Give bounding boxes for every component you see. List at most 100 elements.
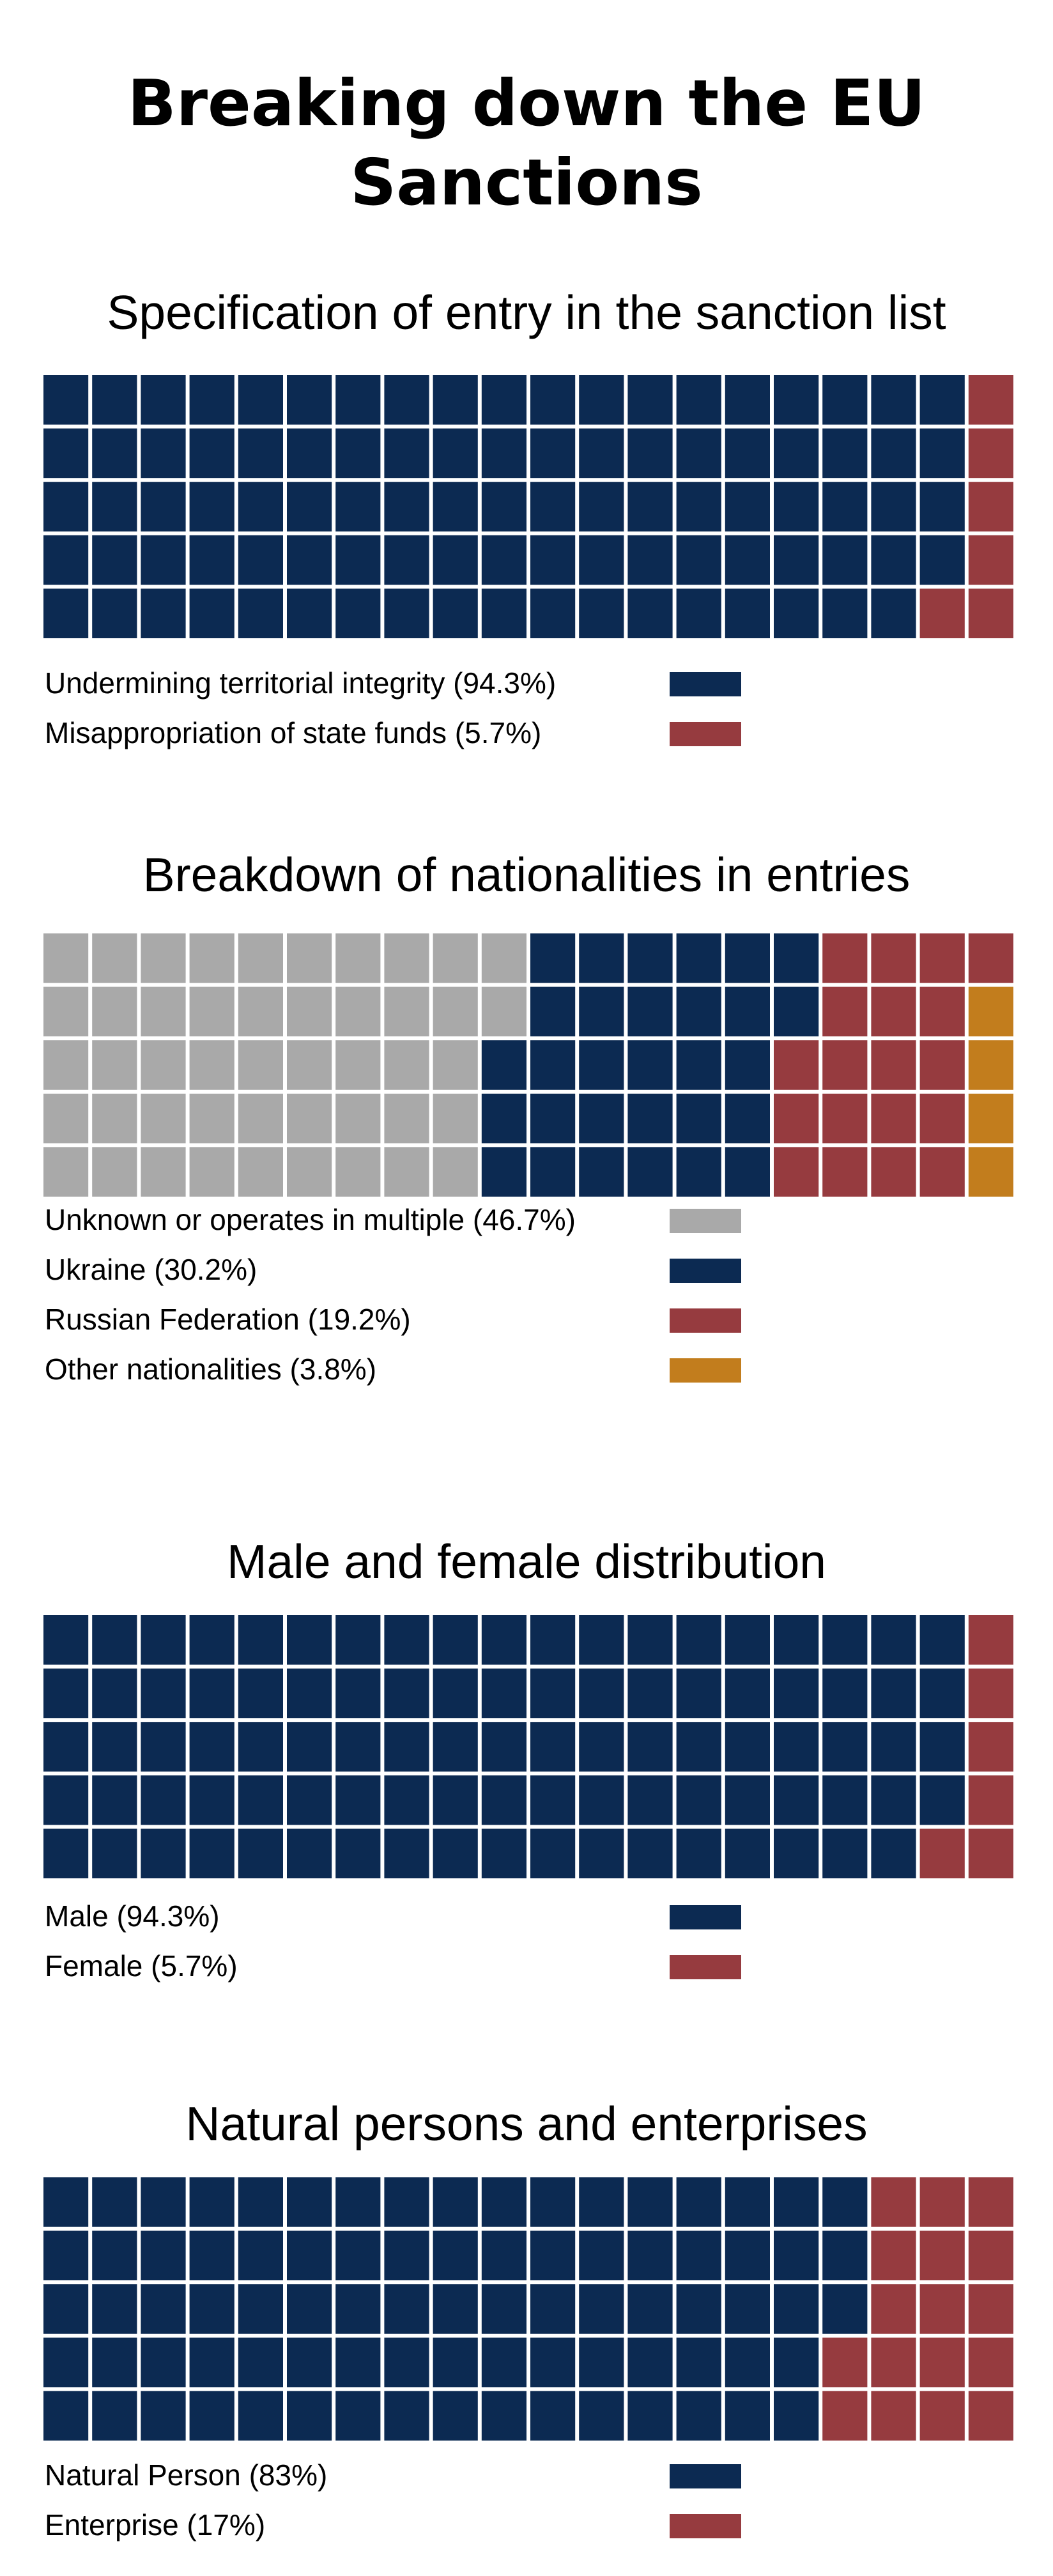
waffle-cell: [968, 2177, 1013, 2227]
waffle-cell: [822, 1093, 868, 1144]
waffle-cell: [822, 2230, 868, 2281]
waffle-cell: [676, 1147, 721, 1197]
waffle-cell: [92, 1775, 137, 1825]
waffle-cell: [579, 2391, 624, 2441]
waffle-cell: [43, 1828, 89, 1878]
waffle-cell: [287, 428, 332, 479]
waffle-cell: [822, 2284, 868, 2334]
waffle-cell: [335, 1040, 381, 1090]
waffle-cell: [676, 535, 721, 585]
waffle-cell: [384, 2230, 429, 2281]
legend-swatch: [670, 1209, 741, 1233]
waffle-cell: [774, 986, 819, 1037]
waffle-cell: [43, 2230, 89, 2281]
legend-label: Misappropriation of state funds (5.7%): [45, 716, 542, 749]
waffle-cell: [871, 1040, 916, 1090]
waffle-cell: [189, 1040, 234, 1090]
waffle-cell: [871, 482, 916, 532]
waffle-cell: [189, 1093, 234, 1144]
waffle-cell: [871, 2337, 916, 2388]
waffle-cell: [384, 1615, 429, 1665]
waffle-cell: [919, 1615, 965, 1665]
waffle-cell: [725, 1040, 770, 1090]
waffle-cell: [481, 588, 526, 638]
waffle-cell: [871, 1668, 916, 1719]
legend-label: Natural Person (83%): [45, 2458, 328, 2492]
waffle-cell: [822, 2337, 868, 2388]
waffle-cell: [335, 1147, 381, 1197]
waffle-cell: [92, 428, 137, 479]
waffle-cell: [579, 1775, 624, 1825]
waffle-cell: [433, 1828, 478, 1878]
legend-label: Ukraine (30.2%): [45, 1253, 257, 1286]
waffle-cell: [676, 1722, 721, 1772]
waffle-cell: [43, 1093, 89, 1144]
waffle-cell: [92, 588, 137, 638]
waffle-cell: [189, 482, 234, 532]
waffle-cell: [579, 1668, 624, 1719]
legend-item: Ukraine (30.2%): [0, 1251, 1053, 1301]
waffle-cell: [481, 1668, 526, 1719]
waffle-cell: [287, 375, 332, 425]
waffle-cell: [725, 986, 770, 1037]
waffle-cell: [774, 1147, 819, 1197]
waffle-cell: [141, 375, 186, 425]
waffle-cell: [141, 1147, 186, 1197]
waffle-cell: [676, 2177, 721, 2227]
waffle-cell: [238, 1093, 283, 1144]
waffle-cell: [579, 986, 624, 1037]
waffle-cell: [43, 1775, 89, 1825]
waffle-cell: [287, 1615, 332, 1665]
waffle-cell: [141, 933, 186, 983]
waffle-cell: [530, 1668, 576, 1719]
waffle-cell: [92, 535, 137, 585]
waffle-cell: [725, 1775, 770, 1825]
waffle-cell: [968, 1775, 1013, 1825]
waffle-cell: [627, 1093, 673, 1144]
waffle-cell: [335, 482, 381, 532]
waffle-cell: [871, 535, 916, 585]
waffle-cell: [822, 1775, 868, 1825]
waffle-cell: [238, 1722, 283, 1772]
waffle-cell: [725, 1093, 770, 1144]
waffle-cell: [335, 1668, 381, 1719]
waffle-cell: [43, 588, 89, 638]
waffle-cell: [189, 1147, 234, 1197]
waffle-cell: [725, 1615, 770, 1665]
waffle-cell: [92, 482, 137, 532]
waffle-cell: [774, 588, 819, 638]
waffle-cell: [774, 933, 819, 983]
waffle-cell: [968, 1668, 1013, 1719]
waffle-cell: [43, 2284, 89, 2334]
waffle-cell: [919, 588, 965, 638]
waffle-cell: [676, 1093, 721, 1144]
waffle-cell: [968, 482, 1013, 532]
waffle-cell: [189, 2230, 234, 2281]
waffle-cell: [919, 2230, 965, 2281]
waffle-cell: [676, 986, 721, 1037]
waffle-cell: [189, 1615, 234, 1665]
legend-swatch: [670, 722, 741, 746]
waffle-cell: [968, 1093, 1013, 1144]
waffle-cell: [822, 1722, 868, 1772]
waffle-cell: [627, 1722, 673, 1772]
waffle-cell: [335, 1775, 381, 1825]
waffle-cell: [530, 375, 576, 425]
waffle-cell: [968, 428, 1013, 479]
waffle-cell: [189, 1722, 234, 1772]
waffle-cell: [919, 1668, 965, 1719]
waffle-cell: [871, 2391, 916, 2441]
waffle-cell: [433, 2177, 478, 2227]
legend-swatch: [670, 2514, 741, 2538]
waffle-cell: [627, 2284, 673, 2334]
waffle-cell: [43, 2337, 89, 2388]
waffle-cell: [238, 1040, 283, 1090]
waffle-cell: [676, 1615, 721, 1665]
waffle-cell: [919, 535, 965, 585]
waffle-cell: [92, 2391, 137, 2441]
waffle-cell: [627, 1615, 673, 1665]
waffle-cell: [822, 482, 868, 532]
legend-swatch: [670, 1905, 741, 1929]
waffle-cell: [871, 1828, 916, 1878]
waffle-cell: [141, 2284, 186, 2334]
